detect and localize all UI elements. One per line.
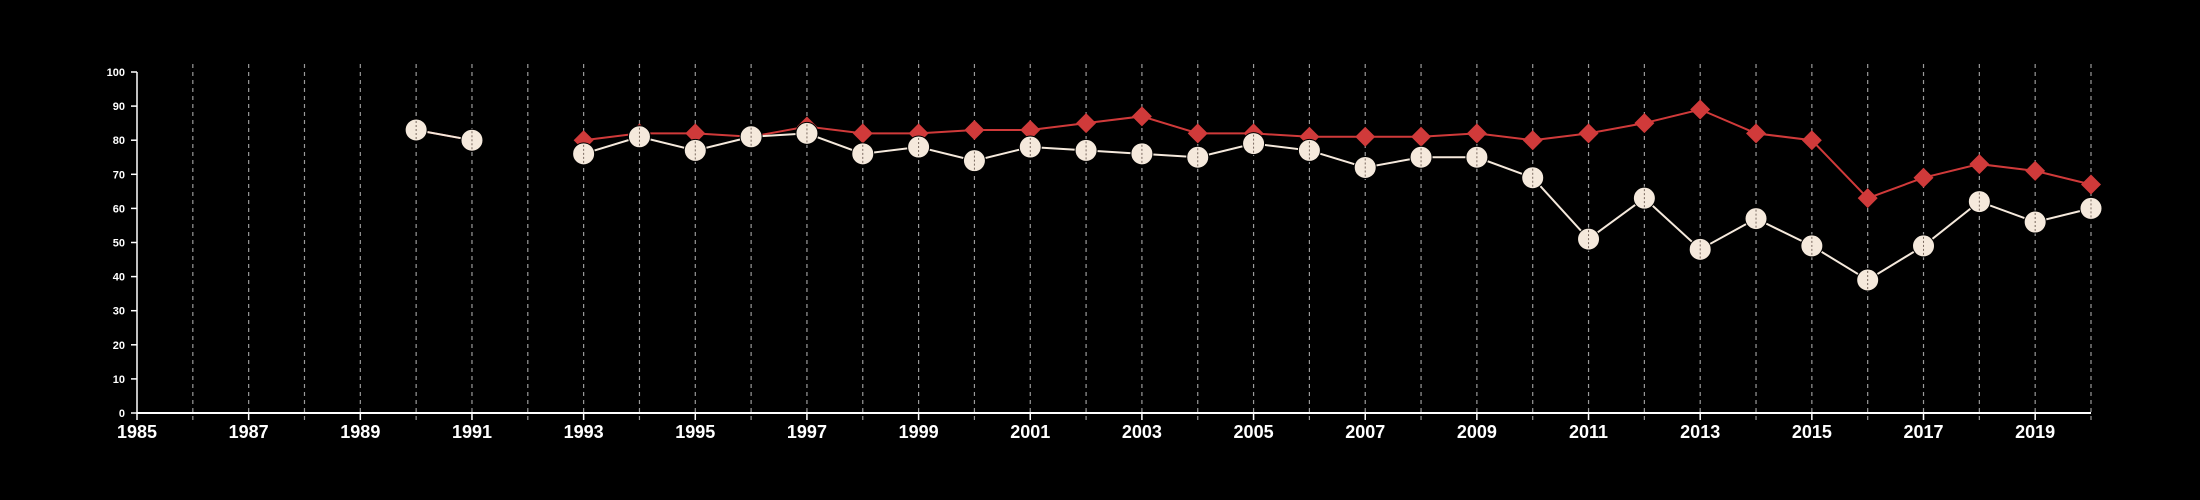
x-tick-label: 1993 xyxy=(564,422,604,442)
data-point xyxy=(1801,130,1822,151)
data-point xyxy=(1746,123,1767,144)
x-tick-label: 2017 xyxy=(1903,422,1943,442)
x-axis-ticks: 1985 1987 1989 1991 1993 1995 1997 1999 2001 2003… xyxy=(117,413,2055,442)
data-point xyxy=(1187,123,1208,144)
x-tick-label: 1995 xyxy=(675,422,715,442)
y-tick-label: 40 xyxy=(113,272,125,284)
y-axis-ticks: 0 10 20 30 40 50 60 70 80 90 100 xyxy=(107,67,137,420)
x-tick-label: 2005 xyxy=(1234,422,1274,442)
data-point xyxy=(2081,174,2101,195)
y-tick-label: 10 xyxy=(113,374,125,386)
data-point xyxy=(685,123,706,144)
series-white xyxy=(404,118,2103,292)
x-tick-label: 2011 xyxy=(1569,422,1608,442)
data-point xyxy=(1522,130,1543,151)
data-point xyxy=(1578,123,1599,144)
series-line xyxy=(583,108,2092,200)
x-tick-label: 1997 xyxy=(787,422,827,442)
data-point xyxy=(1690,99,1711,120)
data-point xyxy=(1411,126,1432,147)
y-tick-label: 0 xyxy=(119,408,125,420)
x-tick-label: 1985 xyxy=(117,422,157,442)
data-point xyxy=(852,123,873,144)
data-point xyxy=(964,119,985,140)
x-tick-label: 2003 xyxy=(1122,422,1162,442)
y-tick-label: 100 xyxy=(107,67,125,79)
x-tick-label: 2001 xyxy=(1010,422,1050,442)
x-tick-label: 1989 xyxy=(340,422,380,442)
data-point xyxy=(1913,167,1934,188)
x-tick-label: 2013 xyxy=(1680,422,1720,442)
y-tick-label: 30 xyxy=(113,306,125,318)
series xyxy=(404,99,2103,292)
x-tick-label: 2015 xyxy=(1792,422,1832,442)
data-point xyxy=(2025,160,2046,181)
y-tick-label: 80 xyxy=(113,135,125,147)
y-tick-label: 60 xyxy=(113,203,125,215)
data-point xyxy=(1131,106,1152,127)
y-tick-label: 20 xyxy=(113,340,125,352)
x-tick-label: 1991 xyxy=(452,422,492,442)
data-point xyxy=(1634,113,1655,134)
x-tick-label: 2009 xyxy=(1457,422,1497,442)
x-tick-label: 2019 xyxy=(2015,422,2055,442)
x-tick-label: 1999 xyxy=(899,422,939,442)
data-point xyxy=(1355,126,1376,147)
axes xyxy=(136,72,2091,414)
series-line xyxy=(583,132,2092,282)
data-point xyxy=(1076,113,1097,134)
y-tick-label: 70 xyxy=(113,169,125,181)
data-point xyxy=(1969,154,1990,175)
data-point xyxy=(1857,188,1878,209)
x-tick-label: 2007 xyxy=(1345,422,1385,442)
data-point xyxy=(1466,123,1487,144)
y-tick-label: 50 xyxy=(113,238,125,250)
y-tick-label: 90 xyxy=(113,101,125,113)
x-tick-label: 1987 xyxy=(229,422,269,442)
data-point xyxy=(1020,119,1041,140)
